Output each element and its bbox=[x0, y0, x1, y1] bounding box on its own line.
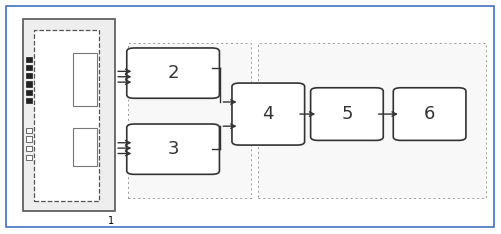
Text: 3: 3 bbox=[167, 140, 179, 158]
Bar bbox=[258, 43, 486, 198]
FancyBboxPatch shape bbox=[311, 88, 383, 140]
Bar bbox=[26, 136, 32, 142]
Bar bbox=[128, 43, 250, 198]
Bar bbox=[26, 155, 32, 160]
Bar bbox=[26, 57, 32, 62]
Bar bbox=[82, 81, 88, 87]
Bar bbox=[82, 73, 88, 78]
Bar bbox=[26, 81, 32, 87]
FancyBboxPatch shape bbox=[393, 88, 466, 140]
Bar bbox=[82, 57, 88, 62]
Text: 5: 5 bbox=[341, 105, 353, 123]
Bar bbox=[82, 128, 88, 133]
Bar bbox=[26, 73, 32, 78]
Text: 6: 6 bbox=[424, 105, 435, 123]
Bar bbox=[26, 65, 32, 70]
Text: 4: 4 bbox=[263, 105, 274, 123]
FancyBboxPatch shape bbox=[127, 48, 219, 98]
FancyBboxPatch shape bbox=[232, 83, 305, 145]
Bar bbox=[26, 98, 32, 103]
Bar bbox=[73, 128, 97, 166]
Text: 1: 1 bbox=[108, 216, 114, 226]
Bar bbox=[82, 65, 88, 70]
Bar bbox=[82, 90, 88, 95]
Text: 2: 2 bbox=[167, 64, 179, 82]
Bar bbox=[82, 155, 88, 160]
Bar bbox=[23, 19, 115, 211]
Bar bbox=[82, 146, 88, 151]
Bar bbox=[82, 136, 88, 142]
Bar bbox=[34, 30, 99, 201]
Bar bbox=[26, 128, 32, 133]
FancyBboxPatch shape bbox=[127, 124, 219, 174]
Bar bbox=[73, 53, 97, 106]
Bar bbox=[26, 90, 32, 95]
Bar bbox=[26, 146, 32, 151]
Bar bbox=[82, 98, 88, 103]
